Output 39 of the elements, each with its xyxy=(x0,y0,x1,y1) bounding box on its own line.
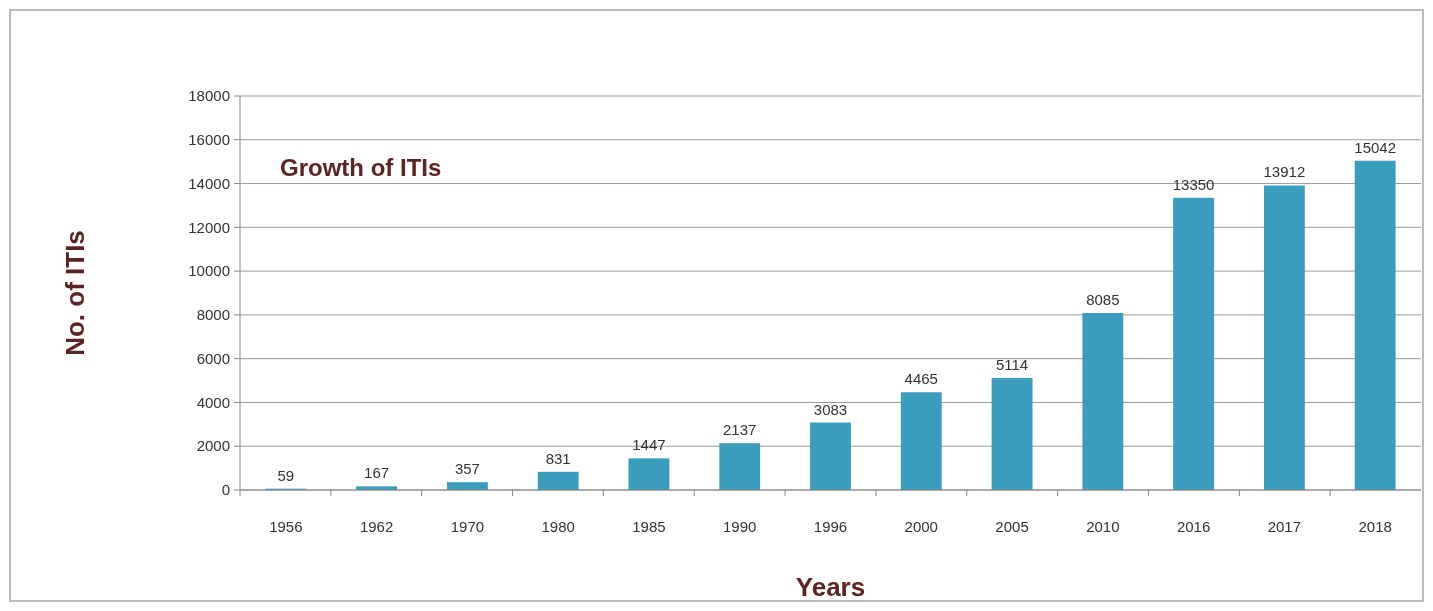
x-tick-label: 2010 xyxy=(1086,518,1120,535)
y-tick-label: 12000 xyxy=(188,218,230,236)
x-axis-title: Years xyxy=(795,572,866,602)
data-label: 1447 xyxy=(632,436,666,454)
x-tick-label: 1980 xyxy=(541,518,575,535)
data-label: 357 xyxy=(454,460,480,478)
y-tick-label: 16000 xyxy=(188,131,230,149)
data-label: 8085 xyxy=(1086,291,1120,309)
y-tick-label: 10000 xyxy=(188,262,230,280)
x-tick-label: 2005 xyxy=(995,518,1029,535)
data-label: 831 xyxy=(545,449,571,467)
y-tick-label: 18000 xyxy=(188,87,230,105)
y-tick-label: 4000 xyxy=(196,393,230,411)
x-tick-label: 1985 xyxy=(632,518,666,535)
x-tick-label: 1970 xyxy=(450,518,485,535)
data-label: 15042 xyxy=(1354,138,1397,156)
x-tick-label: 2016 xyxy=(1176,518,1211,535)
x-tick-label: 1956 xyxy=(269,518,303,535)
data-label: 13350 xyxy=(1172,175,1215,193)
x-tick-label: 1996 xyxy=(813,518,848,535)
data-label: 3083 xyxy=(813,400,848,418)
y-tick-label: 6000 xyxy=(196,349,230,367)
data-label: 13912 xyxy=(1263,163,1306,181)
data-label: 167 xyxy=(364,464,390,482)
x-tick-label: 1962 xyxy=(359,518,394,535)
data-label: 59 xyxy=(277,466,295,484)
x-tick-label: 2018 xyxy=(1358,518,1392,535)
y-tick-label: 8000 xyxy=(196,306,230,324)
text: Growth of ITIs xyxy=(280,154,442,181)
x-tick-label: 2000 xyxy=(904,518,938,535)
y-tick-label: 0 xyxy=(221,481,230,499)
y-axis-title: No. of ITIs xyxy=(60,230,90,356)
x-tick-label: 1990 xyxy=(723,518,757,535)
data-label: 4465 xyxy=(904,370,938,388)
data-label: 2137 xyxy=(723,421,757,439)
data-label: 5114 xyxy=(995,356,1029,374)
y-tick-label: 14000 xyxy=(188,174,230,192)
y-tick-label: 2000 xyxy=(196,437,230,455)
x-tick-label: 2017 xyxy=(1267,518,1302,535)
